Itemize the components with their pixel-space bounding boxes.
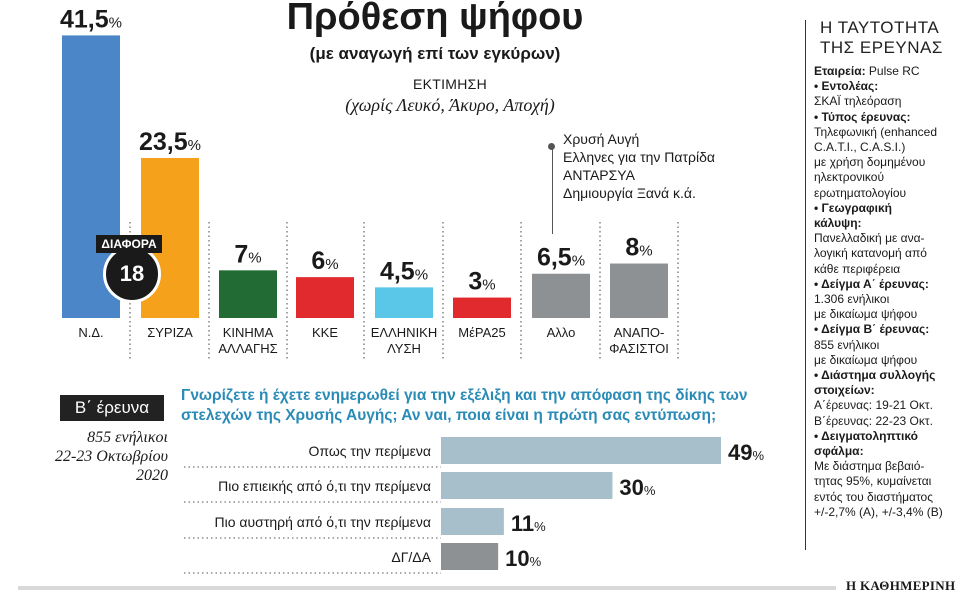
panel-line: με δικαίωμα ψήφου (814, 307, 918, 322)
bar-value-label: 4,5% (380, 257, 428, 285)
category-label: ΜέΡΑ25 (458, 325, 505, 340)
hbar-value-label: 30% (619, 475, 655, 500)
category-label: ΑΝΑΠΟ- (614, 325, 665, 340)
panel-line: ηλεκτρονικού (814, 170, 885, 185)
hbar (441, 472, 613, 499)
panel-line: Β΄έρευνας: 22-23 Οκτ. (814, 413, 933, 428)
footer-rule (18, 586, 836, 590)
bar-value-label: 8% (625, 234, 652, 262)
category-label: Ν.Δ. (78, 325, 103, 340)
bar (219, 270, 277, 318)
other-party: Δημιουργία Ξανά κ.ά. (563, 185, 696, 201)
hbar-category-label: Οπως την περίμενα (309, 443, 432, 459)
impression-chart: Οπως την περίμενα 49% Πιο επιεικής από ό,τ… (184, 437, 764, 574)
bar (610, 263, 668, 318)
panel-line: • Εντολέας: (814, 79, 879, 94)
panel-line: κάθε περιφέρεια (814, 261, 901, 276)
panel-line: Εταιρεία: Pulse RC (814, 64, 920, 78)
category-label: ΑΛΛΑΓΗΣ (218, 341, 277, 356)
panel-line: ΣΚΑΪ τηλεόραση (814, 94, 902, 109)
survey-info: 855 ενήλικοι 22-23 Οκτωβρίου 2020 (30, 428, 168, 485)
panel-line: σφάλμα: (814, 444, 864, 459)
bar-value-label: 41,5% (60, 5, 122, 33)
panel-line: • Τύπος έρευνας: (814, 109, 911, 124)
bar (453, 297, 511, 318)
bar (532, 273, 590, 318)
survey-identity-panel: Η ΤΑΥΤΟΤΗΤΑ ΤΗΣ ΕΡΕΥΝΑΣ Εταιρεία: Pulse … (805, 18, 960, 550)
bar-value-label: 6,5% (537, 244, 585, 272)
hbar-value-label: 49% (728, 440, 764, 465)
bar-value-label: 3% (468, 268, 495, 296)
hbar-category-label: ΔΓ/ΔΑ (391, 549, 431, 565)
panel-title-line: Η ΤΑΥΤΟΤΗΤΑ (820, 18, 940, 37)
hbar-value-label: 10% (505, 546, 541, 571)
panel-line: Με διάστημα βεβαιό- (814, 459, 925, 474)
panel-line: ερωτηματολογίου (814, 185, 907, 200)
other-party: Ελληνες για την Πατρίδα (563, 149, 715, 165)
hbar (441, 543, 499, 570)
other-pointer-line (552, 146, 553, 234)
panel-line: τητας 95%, κυμαίνεται (814, 474, 932, 489)
hbar-category-label: Πιο αυστηρή από ό,τι την περίμενα (215, 514, 431, 530)
publisher-logo: Η ΚΑΘΗΜΕΡΙΝΗ (846, 578, 956, 593)
survey-badge: Β΄ έρευνα (60, 395, 164, 421)
other-party: Χρυσή Αυγή (563, 131, 640, 147)
chart-title: Πρόθεση ψήφου (286, 0, 584, 38)
estimate-label: ΕΚΤΙΜΗΣΗ (412, 76, 488, 92)
panel-line: κάλυψη: (814, 216, 862, 231)
panel-line: • Δείγμα Β΄ έρευνας: (814, 322, 930, 337)
difference-label: ΔΙΑΦΟΡΑ (96, 235, 162, 253)
panel-line: Πανελλαδική με ανα- (814, 231, 925, 246)
hbar-value-label: 11% (511, 511, 546, 536)
bar-value-label: 7% (234, 240, 261, 268)
bar (296, 277, 354, 318)
survey-info-line: 855 ενήλικοι (87, 429, 168, 446)
panel-line: 1.306 ενήλικοι (814, 292, 890, 307)
hbar (441, 437, 721, 464)
survey-question: Γνωρίζετε ή έχετε ενημερωθεί για την εξέ… (181, 387, 748, 424)
other-parties-list: Χρυσή Αυγή Ελληνες για την Πατρίδα ΑΝΤΑΡ… (563, 130, 715, 202)
category-label: ΕΛΛΗΝΙΚΗ (371, 325, 438, 340)
bar (375, 287, 433, 318)
panel-line: +/-2,7% (Α), +/-3,4% (Β) (814, 504, 943, 519)
panel-line: Τηλεφωνική (enhanced (814, 124, 938, 139)
panel-line: λογική κατανομή από (814, 246, 927, 261)
category-label: ΚΚΕ (312, 325, 338, 340)
panel-line: στοιχείων: (814, 383, 875, 398)
panel-title-line: ΤΗΣ ΕΡΕΥΝΑΣ (820, 38, 943, 57)
panel-line: με χρήση δομημένου (814, 155, 926, 170)
panel-line: • Δείγμα Α΄ έρευνας: (814, 276, 929, 291)
category-label: ΦΑΣΙΣΤΟΙ (609, 341, 669, 356)
panel-body: Εταιρεία: Pulse RC • Εντολέας: ΣΚΑΪ τηλεόρ… (814, 64, 960, 520)
panel-title: Η ΤΑΥΤΟΤΗΤΑ ΤΗΣ ΕΡΕΥΝΑΣ (820, 18, 943, 58)
panel-line: 855 ενήλικοι (814, 337, 880, 352)
panel-line: με δικαίωμα ψήφου (814, 352, 918, 367)
panel-line: Α΄έρευνας: 19-21 Οκτ. (814, 398, 933, 413)
hbar-category-label: Πιο επιεικής από ό,τι την περίμενα (218, 478, 431, 494)
category-label: ΚΙΝΗΜΑ (223, 325, 274, 340)
chart-subtitle: (με αναγωγή επί των εγκύρων) (309, 44, 561, 63)
panel-line: C.A.T.I., C.A.S.I.) (814, 140, 906, 155)
category-label: ΛΥΣΗ (387, 341, 421, 356)
panel-line: • Γεωγραφική (814, 200, 892, 215)
hbar (441, 508, 504, 535)
panel-line: • Διάστημα συλλογής (814, 368, 936, 383)
category-label: Αλλο (547, 325, 576, 340)
panel-line: εντός του διαστήματος (814, 489, 934, 504)
bar-value-label: 6% (311, 247, 338, 275)
difference-value: 18 (103, 245, 161, 303)
survey-info-line: 2020 (136, 467, 168, 484)
survey-info-line: 22-23 Οκτωβρίου (54, 448, 168, 465)
other-party: ΑΝΤΑΡΣΥΑ (563, 167, 635, 183)
panel-line: • Δειγματοληπτικό (814, 428, 918, 443)
category-label: ΣΥΡΙΖΑ (147, 325, 193, 340)
bar-value-label: 23,5% (139, 128, 201, 156)
estimate-note: (χωρίς Λευκό, Άκυρο, Αποχή) (345, 95, 555, 115)
other-pointer-dot (548, 143, 555, 150)
